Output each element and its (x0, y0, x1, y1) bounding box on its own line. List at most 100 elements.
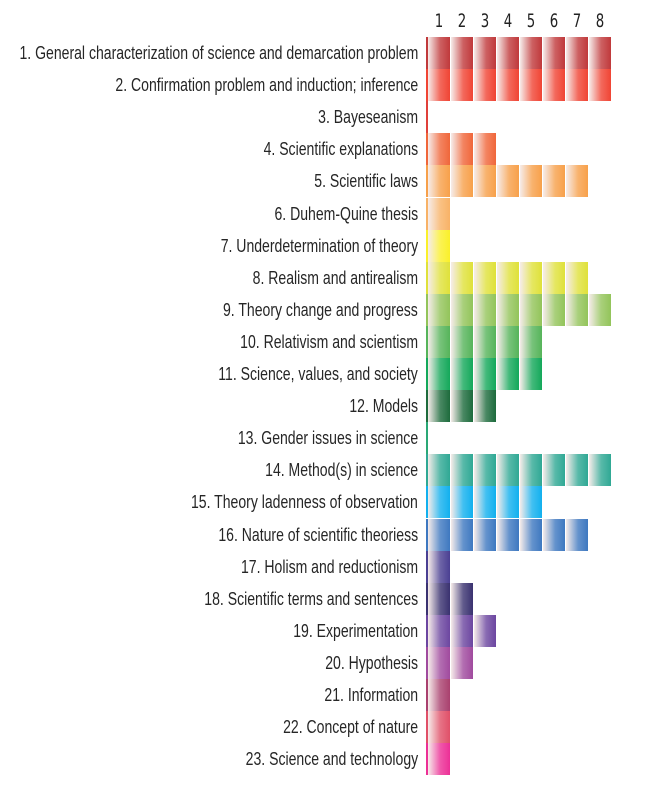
data-cell (451, 646, 473, 679)
data-cell (589, 37, 611, 69)
data-cell (520, 358, 542, 390)
chart-row: 19. Experimentation (0, 614, 659, 647)
axis-segment (426, 486, 428, 519)
axis-segment (426, 229, 428, 262)
data-cell (497, 325, 519, 358)
data-cell (566, 69, 588, 102)
data-cell (497, 518, 519, 551)
chart-row: 21. Information (0, 679, 659, 711)
data-cell (520, 37, 542, 69)
chart-row: 16. Nature of scientific theoriess (0, 518, 659, 551)
column-header: 6 (549, 10, 559, 32)
data-cell (428, 229, 450, 262)
data-cell (428, 614, 450, 647)
data-cell (451, 37, 473, 69)
row-label: 1. General characterization of science a… (19, 43, 418, 63)
data-cell (428, 165, 450, 198)
chart-row: 2. Confirmation problem and induction; i… (0, 69, 659, 102)
row-label: 12. Models (349, 396, 418, 417)
row-label: 9. Theory change and progress (223, 299, 418, 320)
column-header: 1 (434, 10, 444, 32)
data-cell (428, 743, 450, 776)
data-cell (451, 69, 473, 102)
axis-segment (426, 325, 428, 358)
data-cell (428, 325, 450, 358)
data-cell (451, 133, 473, 166)
data-cell (497, 358, 519, 390)
chart-row: 3. Bayeseanism (0, 101, 659, 134)
data-cell (451, 614, 473, 647)
data-cell (428, 454, 450, 487)
data-cell (451, 293, 473, 326)
data-cell (451, 261, 473, 294)
data-cell (474, 293, 496, 326)
data-cell (543, 261, 565, 294)
column-header: 4 (503, 10, 513, 32)
chart-row: 12. Models (0, 390, 659, 423)
chart-row: 9. Theory change and progress (0, 293, 659, 326)
data-cell (566, 454, 588, 487)
data-cell (520, 293, 542, 326)
data-cell (428, 679, 450, 711)
row-label: 11. Science, values, and society (218, 364, 418, 384)
row-label: 3. Bayeseanism (318, 107, 418, 128)
data-cell (543, 518, 565, 551)
axis-segment (426, 614, 428, 647)
data-cell (474, 486, 496, 519)
data-cell (474, 325, 496, 358)
data-cell (520, 261, 542, 294)
column-header: 8 (595, 10, 605, 32)
chart-row: 20. Hypothesis (0, 646, 659, 679)
column-headers: 1 2 3 4 5 6 7 8 (428, 8, 618, 34)
row-label: 21. Information (324, 685, 418, 705)
data-cell (451, 454, 473, 487)
data-cell (451, 486, 473, 519)
chart-row: 17. Holism and reductionism (0, 550, 659, 583)
data-cell (428, 646, 450, 679)
axis-segment (426, 197, 428, 230)
data-cell (474, 165, 496, 198)
axis-segment (426, 69, 428, 102)
data-cell (566, 293, 588, 326)
row-label: 8. Realism and antirealism (252, 267, 418, 288)
chart-row: 13. Gender issues in science (0, 422, 659, 455)
axis-segment (426, 550, 428, 583)
data-cell (589, 69, 611, 102)
row-label: 4. Scientific explanations (263, 139, 418, 160)
row-label: 17. Holism and reductionism (240, 556, 418, 577)
data-cell (451, 165, 473, 198)
data-cell (543, 37, 565, 69)
axis-segment (426, 37, 428, 69)
row-label: 15. Theory ladenness of observation (191, 492, 418, 513)
data-cell (451, 358, 473, 390)
chart-row: 18. Scientific terms and sentences (0, 582, 659, 615)
axis-segment (426, 646, 428, 679)
data-cell (451, 518, 473, 551)
data-cell (543, 69, 565, 102)
chart-row: 7. Underdetermination of theory (0, 229, 659, 262)
data-cell (474, 518, 496, 551)
column-header: 5 (526, 10, 536, 32)
row-label: 13. Gender issues in science (237, 428, 418, 449)
axis-segment (426, 133, 428, 166)
axis-segment (426, 261, 428, 294)
data-cell (566, 37, 588, 69)
chart-row: 11. Science, values, and society (0, 358, 659, 390)
data-cell (543, 165, 565, 198)
column-header: 3 (480, 10, 490, 32)
data-cell (589, 454, 611, 487)
axis-segment (426, 390, 428, 423)
axis-segment (426, 711, 428, 744)
row-label: 22. Concept of nature (282, 717, 418, 738)
column-header: 2 (457, 10, 467, 32)
chart-row: 1. General characterization of science a… (0, 37, 659, 69)
row-label: 19. Experimentation (293, 620, 418, 641)
row-label: 2. Confirmation problem and induction; i… (115, 75, 418, 96)
data-cell (474, 261, 496, 294)
axis-segment (426, 518, 428, 551)
data-cell (451, 582, 473, 615)
row-label: 10. Relativism and scientism (240, 331, 418, 352)
data-cell (566, 518, 588, 551)
data-cell (474, 358, 496, 390)
